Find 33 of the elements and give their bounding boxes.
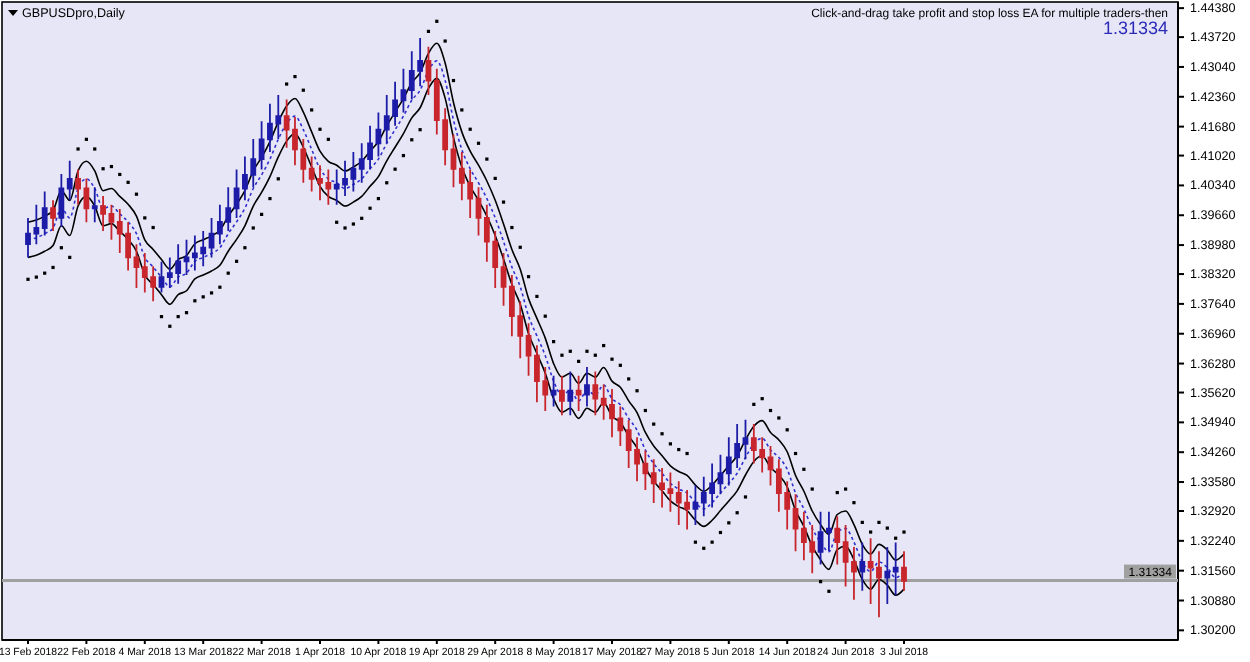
candlestick	[567, 370, 574, 417]
candlestick	[175, 243, 182, 285]
text: 1.31334	[1102, 18, 1168, 38]
candlestick	[659, 467, 665, 509]
candlestick	[750, 423, 757, 465]
candlestick	[584, 366, 590, 408]
candlestick	[183, 238, 190, 276]
candlestick	[650, 458, 657, 504]
candlestick	[559, 374, 565, 417]
candlestick	[191, 234, 198, 272]
candlestick	[325, 168, 332, 206]
candlestick	[859, 541, 866, 592]
candlestick	[342, 159, 348, 197]
candlestick	[901, 550, 907, 592]
candlestick	[350, 151, 357, 193]
candlestick	[892, 541, 899, 597]
candlestick	[742, 418, 749, 461]
candlestick	[684, 489, 690, 531]
candlestick	[317, 164, 323, 202]
candlestick	[550, 374, 557, 408]
candlestick	[50, 199, 56, 232]
candlestick	[141, 252, 148, 294]
candlestick	[91, 186, 98, 224]
candlestick	[692, 484, 699, 526]
candlestick	[575, 374, 582, 412]
candlestick	[709, 462, 716, 509]
candlestick	[333, 168, 340, 206]
candlestick	[100, 195, 106, 232]
candlestick	[884, 546, 891, 605]
candlestick	[592, 370, 599, 417]
candlestick	[675, 480, 682, 526]
candlestick	[41, 190, 48, 237]
candlestick	[609, 388, 615, 439]
